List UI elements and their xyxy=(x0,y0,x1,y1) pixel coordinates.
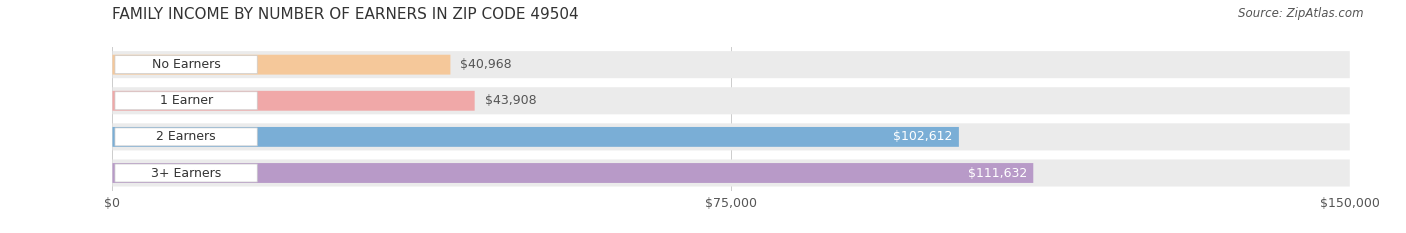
Text: $102,612: $102,612 xyxy=(893,130,953,143)
FancyBboxPatch shape xyxy=(112,51,1350,78)
Text: $111,632: $111,632 xyxy=(967,167,1028,179)
Text: 2 Earners: 2 Earners xyxy=(156,130,217,143)
FancyBboxPatch shape xyxy=(112,91,475,111)
Text: Source: ZipAtlas.com: Source: ZipAtlas.com xyxy=(1239,7,1364,20)
FancyBboxPatch shape xyxy=(115,128,257,146)
Text: $43,908: $43,908 xyxy=(485,94,536,107)
FancyBboxPatch shape xyxy=(112,159,1350,187)
FancyBboxPatch shape xyxy=(112,55,450,75)
FancyBboxPatch shape xyxy=(112,123,1350,151)
FancyBboxPatch shape xyxy=(115,56,257,74)
FancyBboxPatch shape xyxy=(112,87,1350,114)
FancyBboxPatch shape xyxy=(115,164,257,182)
Text: 3+ Earners: 3+ Earners xyxy=(150,167,221,179)
Text: 1 Earner: 1 Earner xyxy=(159,94,212,107)
Text: FAMILY INCOME BY NUMBER OF EARNERS IN ZIP CODE 49504: FAMILY INCOME BY NUMBER OF EARNERS IN ZI… xyxy=(112,7,579,22)
FancyBboxPatch shape xyxy=(112,163,1033,183)
FancyBboxPatch shape xyxy=(112,127,959,147)
Text: No Earners: No Earners xyxy=(152,58,221,71)
Text: $40,968: $40,968 xyxy=(460,58,512,71)
FancyBboxPatch shape xyxy=(115,92,257,110)
